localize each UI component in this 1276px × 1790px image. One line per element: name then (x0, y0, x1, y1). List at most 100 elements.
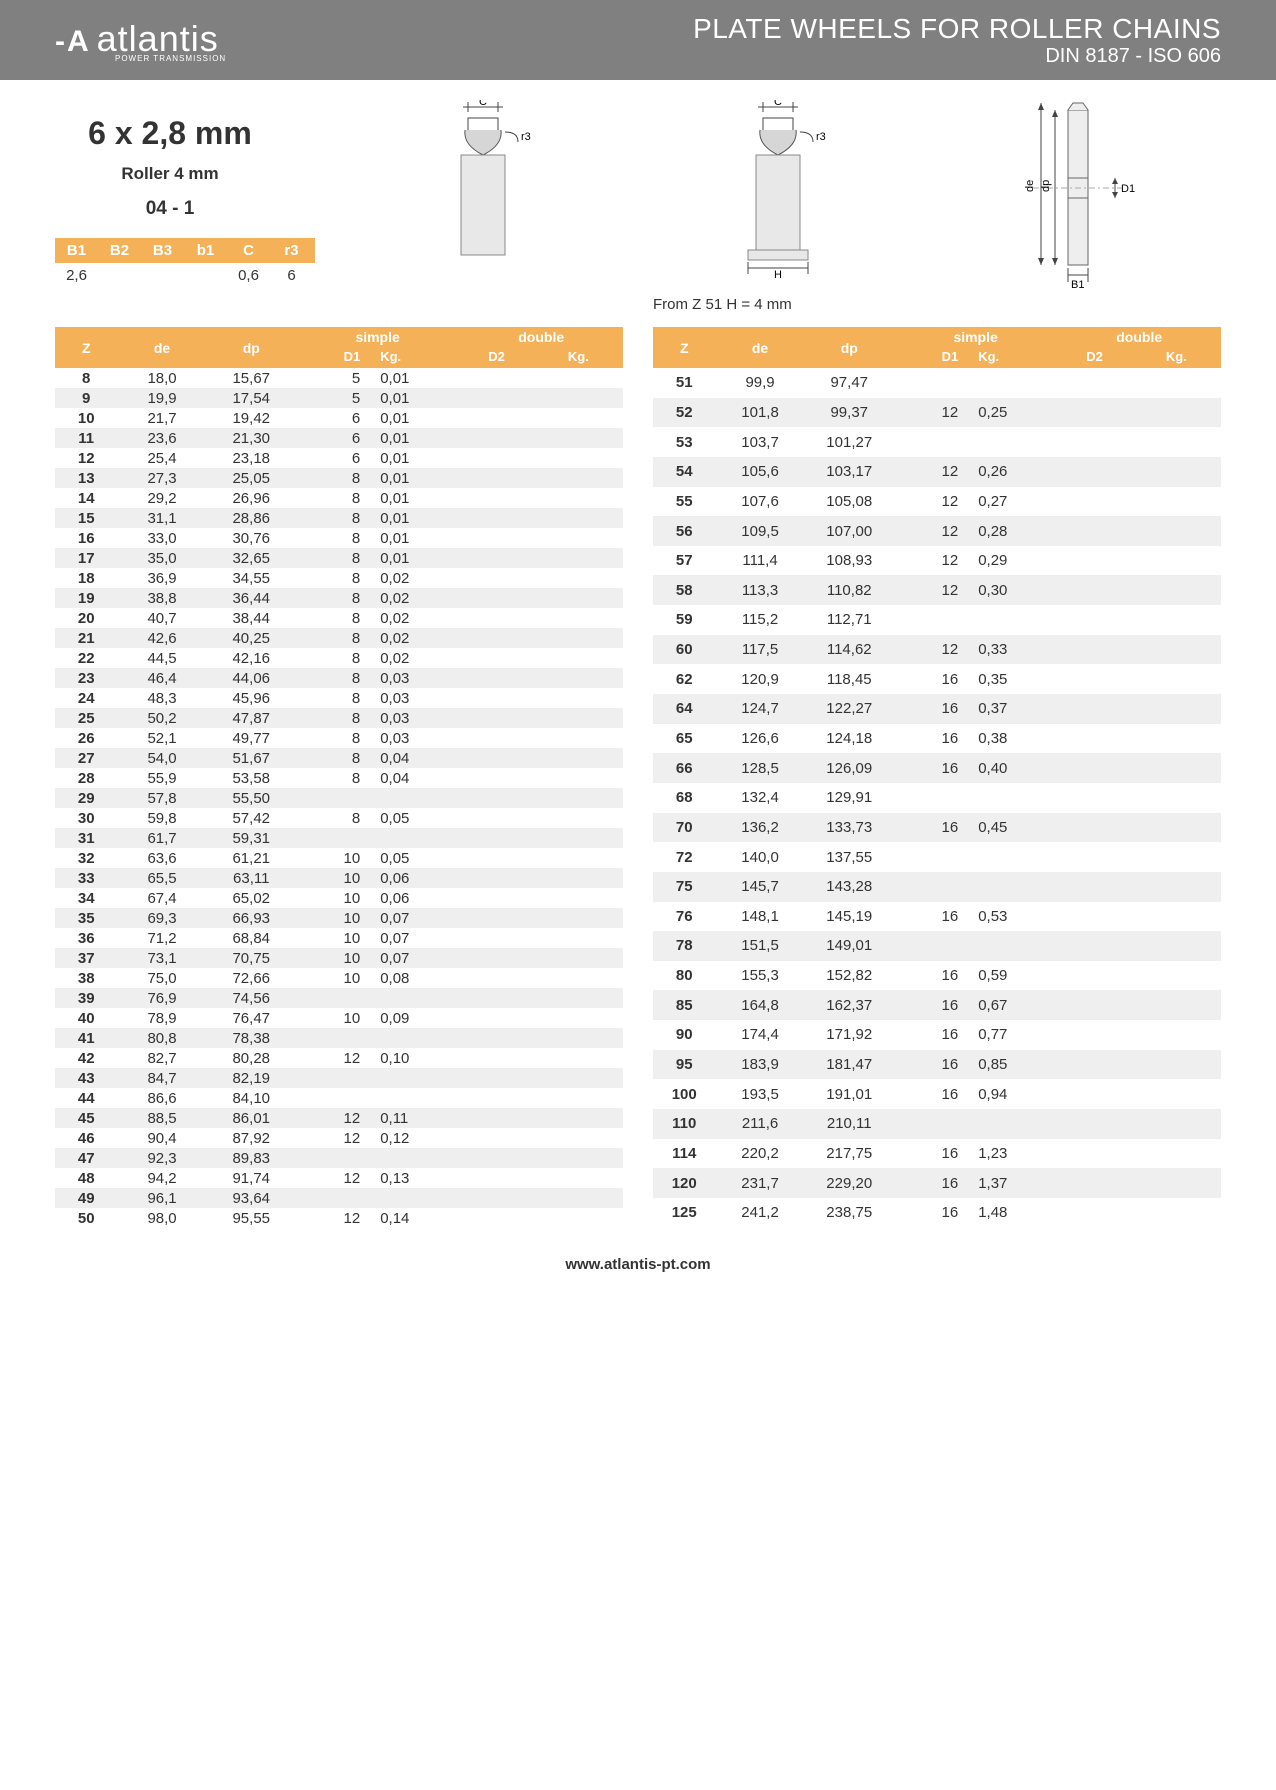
col-de: de (117, 327, 206, 368)
table-row: 4180,878,38 (55, 1028, 623, 1048)
table-row: 90174,4171,92160,77 (653, 1020, 1221, 1050)
col-kg2: Kg. (534, 347, 623, 368)
page-title-block: PLATE WHEELS FOR ROLLER CHAINS DIN 8187 … (693, 13, 1221, 68)
table-row: 85164,8162,37160,67 (653, 990, 1221, 1020)
table-row: 4588,586,01120,11 (55, 1108, 623, 1128)
table-row: 1225,423,1860,01 (55, 448, 623, 468)
table-row: 57111,4108,93120,29 (653, 546, 1221, 576)
small-val-b2 (98, 263, 141, 288)
table-row: 2040,738,4480,02 (55, 608, 623, 628)
table-row: 5199,997,47 (653, 368, 1221, 398)
logo-tagline: POWER TRANSMISSION (115, 54, 226, 63)
small-col-c: C (227, 238, 270, 263)
dimension-small-table: B1B2B3b1Cr3 2,60,66 (55, 238, 315, 288)
diagram-tooth-profile-1: C r3 (423, 100, 543, 290)
col-simple: simple (894, 327, 1058, 347)
table-row: 55107,6105,08120,27 (653, 487, 1221, 517)
col-kg2: Kg. (1132, 347, 1221, 368)
table-row: 1429,226,9680,01 (55, 488, 623, 508)
col-z: Z (653, 327, 715, 368)
label-h: H (774, 269, 782, 280)
label-dp: dp (1040, 180, 1052, 192)
small-val-b1 (184, 263, 227, 288)
footer-url: www.atlantis-pt.com (0, 1238, 1276, 1303)
table-row: 3365,563,11100,06 (55, 868, 623, 888)
table-row: 120231,7229,20161,37 (653, 1168, 1221, 1198)
table-row: 80155,3152,82160,59 (653, 961, 1221, 991)
table-row: 70136,2133,73160,45 (653, 813, 1221, 843)
col-kg: Kg. (968, 347, 1057, 368)
table-row: 4690,487,92120,12 (55, 1128, 623, 1148)
label-b1: B1 (1071, 279, 1084, 290)
table-row: 3875,072,66100,08 (55, 968, 623, 988)
col-de: de (715, 327, 804, 368)
table-row: 2244,542,1680,02 (55, 648, 623, 668)
table-row: 1327,325,0580,01 (55, 468, 623, 488)
spec-sub: Roller 4 mm (55, 164, 285, 184)
spec-main: 6 x 2,8 mm (55, 115, 285, 152)
col-double: double (459, 327, 623, 347)
table-row: 4486,684,10 (55, 1088, 623, 1108)
table-row: 58113,3110,82120,30 (653, 575, 1221, 605)
logo-icon: -A (55, 25, 91, 59)
table-row: 1938,836,4480,02 (55, 588, 623, 608)
table-row: 62120,9118,45160,35 (653, 664, 1221, 694)
diagram-side-view: de dp D1 B1 (1013, 100, 1153, 290)
table-row: 110211,6210,11 (653, 1109, 1221, 1139)
table-row: 2346,444,0680,03 (55, 668, 623, 688)
table-row: 65126,6124,18160,38 (653, 724, 1221, 754)
table-row: 59115,2112,71 (653, 605, 1221, 635)
table-row: 2652,149,7780,03 (55, 728, 623, 748)
col-simple: simple (296, 327, 460, 347)
table-row: 53103,7101,27 (653, 427, 1221, 457)
title-line-1: PLATE WHEELS FOR ROLLER CHAINS (693, 13, 1221, 45)
title-line-2: DIN 8187 - ISO 606 (693, 45, 1221, 68)
table-row: 2142,640,2580,02 (55, 628, 623, 648)
col-d2: D2 (1057, 347, 1131, 368)
table-row: 64124,7122,27160,37 (653, 694, 1221, 724)
diagram-tooth-profile-2: C r3 H (718, 100, 838, 290)
col-dp: dp (207, 327, 296, 368)
table-row: 75145,7143,28 (653, 872, 1221, 902)
table-row: 4996,193,64 (55, 1188, 623, 1208)
diagrams-row: C r3 C r3 (355, 100, 1221, 290)
small-val-b3 (141, 263, 184, 288)
col-z: Z (55, 327, 117, 368)
table-row: 4792,389,83 (55, 1148, 623, 1168)
label-r3: r3 (521, 131, 531, 143)
table-row: 4282,780,28120,10 (55, 1048, 623, 1068)
table-row: 100193,5191,01160,94 (653, 1079, 1221, 1109)
table-row: 1633,030,7680,01 (55, 528, 623, 548)
small-val-c: 0,6 (227, 263, 270, 288)
table-row: 3569,366,93100,07 (55, 908, 623, 928)
col-d1: D1 (296, 347, 370, 368)
data-table-right: Z de dp simple double D1 Kg. D2 Kg. 5199… (653, 327, 1221, 1228)
label-c: C (479, 100, 487, 108)
label-c2: C (774, 100, 782, 108)
table-row: 66128,5126,09160,40 (653, 753, 1221, 783)
table-row: 68132,4129,91 (653, 783, 1221, 813)
table-row: 125241,2238,75161,48 (653, 1198, 1221, 1228)
col-kg: Kg. (370, 347, 459, 368)
table-row: 1735,032,6580,01 (55, 548, 623, 568)
table-row: 2957,855,50 (55, 788, 623, 808)
header-bar: -A atlantis POWER TRANSMISSION PLATE WHE… (0, 0, 1276, 80)
table-row: 72140,0137,55 (653, 842, 1221, 872)
table-row: 4078,976,47100,09 (55, 1008, 623, 1028)
table-row: 3976,974,56 (55, 988, 623, 1008)
table-row: 2754,051,6780,04 (55, 748, 623, 768)
table-row: 1531,128,8680,01 (55, 508, 623, 528)
table-row: 60117,5114,62120,33 (653, 635, 1221, 665)
table-row: 54105,6103,17120,26 (653, 457, 1221, 487)
table-row: 2855,953,5880,04 (55, 768, 623, 788)
table-row: 3161,759,31 (55, 828, 623, 848)
note-text: From Z 51 H = 4 mm (653, 296, 1221, 313)
table-row: 3263,661,21100,05 (55, 848, 623, 868)
small-val-b1: 2,6 (55, 263, 98, 288)
table-row: 1836,934,5580,02 (55, 568, 623, 588)
table-row: 76148,1145,19160,53 (653, 902, 1221, 932)
small-col-b1: b1 (184, 238, 227, 263)
table-row: 4384,782,19 (55, 1068, 623, 1088)
table-row: 2448,345,9680,03 (55, 688, 623, 708)
data-table-left: Z de dp simple double D1 Kg. D2 Kg. 818,… (55, 327, 623, 1228)
